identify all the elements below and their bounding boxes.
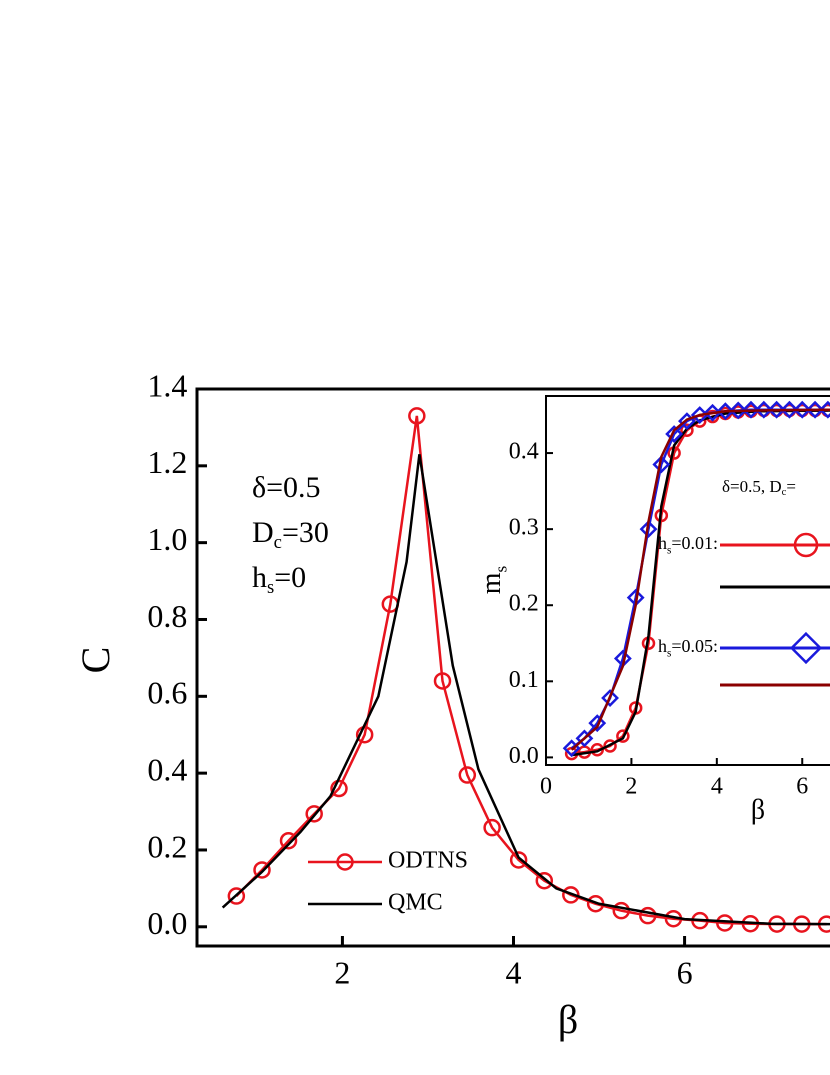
- plot-area: [562, 400, 830, 761]
- annotation: Dc=30: [252, 516, 329, 553]
- legend-marker: [793, 532, 819, 558]
- legend-label: hs=0.01:: [658, 533, 718, 556]
- annotation-part: =0: [274, 561, 306, 594]
- marker: [716, 914, 734, 932]
- legend-label-part: s: [667, 647, 671, 659]
- marker: [742, 400, 760, 419]
- marker: [639, 520, 658, 539]
- legend-label-part: =0.01:: [671, 533, 718, 553]
- series-line: [235, 415, 827, 926]
- y-tick-label: 0.0: [509, 743, 539, 769]
- marker: [575, 729, 594, 748]
- marker: [754, 400, 773, 419]
- annotation-part: δ=0.5, D: [722, 477, 782, 496]
- x-tick-label: 6: [677, 955, 693, 991]
- marker: [612, 901, 631, 920]
- legend-label: ODTNS: [388, 848, 468, 874]
- y-tick-label: 1.2: [147, 444, 187, 480]
- annotation-part: h: [252, 561, 267, 594]
- annotation: δ=0.5, Dc=: [722, 477, 796, 499]
- legend-label-part: =0.05:: [671, 636, 718, 656]
- marker: [509, 851, 528, 869]
- annotation: δ=0.5: [252, 471, 321, 504]
- series-line: [221, 454, 830, 926]
- marker: [305, 805, 323, 823]
- marker: [665, 425, 684, 443]
- legend-label-part: h: [658, 533, 667, 553]
- marker: [780, 400, 799, 419]
- y-axis-label: C: [73, 647, 118, 674]
- x-axis-label: β: [751, 794, 765, 825]
- marker: [279, 831, 298, 850]
- marker: [336, 853, 354, 871]
- marker: [483, 818, 501, 837]
- marker: [588, 714, 607, 733]
- marker: [729, 401, 748, 420]
- inset-background: [546, 396, 830, 765]
- marker: [603, 739, 617, 753]
- x-tick-label: 0: [540, 773, 552, 799]
- x-tick-label: 2: [334, 955, 350, 991]
- marker: [535, 871, 554, 890]
- annotation-part: =30: [282, 516, 329, 549]
- marker: [616, 729, 630, 743]
- y-tick-label: 0.0: [147, 905, 187, 941]
- marker: [716, 402, 735, 421]
- marker: [639, 906, 657, 925]
- marker: [806, 400, 824, 419]
- y-tick-label: 1.0: [147, 521, 187, 557]
- legend-label: hs=0.05:: [658, 636, 718, 659]
- y-tick-label: 1.4: [147, 367, 187, 403]
- x-tick-label: 4: [506, 955, 522, 991]
- marker: [562, 886, 580, 904]
- annotation-part: c: [782, 488, 787, 499]
- y-tick-label: 0.2: [147, 828, 187, 864]
- marker: [433, 672, 452, 690]
- legend-label-part: s: [667, 544, 671, 556]
- x-tick-label: 2: [625, 773, 637, 799]
- y-axis-label: ms: [476, 565, 510, 594]
- annotation: hs=0: [252, 561, 306, 598]
- x-axis-label: β: [558, 997, 578, 1042]
- annotation-part: D: [252, 516, 274, 549]
- y-axis-label-part: s: [491, 565, 510, 572]
- marker: [253, 861, 271, 879]
- annotation-part: c: [274, 532, 282, 553]
- y-tick-label: 0.8: [147, 598, 187, 634]
- y-axis-label-part: m: [476, 572, 507, 594]
- marker: [227, 887, 246, 905]
- axis-frame: [195, 387, 830, 948]
- y-tick-label: 0.2: [509, 591, 539, 617]
- x-tick-label: 6: [796, 773, 808, 799]
- y-tick-label: 0.6: [147, 675, 187, 711]
- marker: [458, 766, 477, 784]
- plot-area: [221, 407, 830, 933]
- marker: [408, 407, 426, 425]
- marker: [680, 423, 694, 437]
- marker: [793, 400, 812, 419]
- y-tick-label: 0.3: [509, 515, 539, 541]
- annotation-part: s: [267, 577, 274, 598]
- y-tick-label: 0.4: [147, 751, 187, 787]
- annotation-part: =: [786, 477, 796, 496]
- axis-frame: [545, 395, 830, 766]
- marker: [767, 400, 786, 419]
- legend-label-part: h: [658, 636, 667, 656]
- marker: [818, 400, 830, 419]
- legend-label: QMC: [388, 890, 443, 916]
- y-tick-label: 0.1: [509, 667, 539, 693]
- x-tick-label: 4: [711, 773, 723, 799]
- y-tick-label: 0.4: [509, 439, 539, 465]
- series-line: [570, 408, 830, 751]
- marker: [652, 455, 671, 474]
- annotation-part: δ=0.5: [252, 471, 321, 504]
- marker: [601, 689, 619, 707]
- legend-marker: [789, 631, 823, 665]
